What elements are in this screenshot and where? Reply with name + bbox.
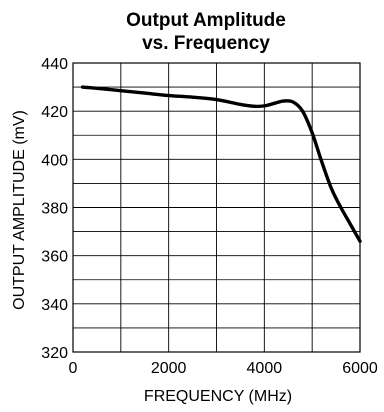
x-tick-labels: 0 2000 4000 6000 <box>69 360 378 377</box>
y-tick-label: 420 <box>41 104 68 121</box>
y-tick-label: 320 <box>41 345 68 362</box>
y-tick-labels: 320 340 360 380 400 420 440 <box>41 56 68 362</box>
y-tick-label: 380 <box>41 201 68 218</box>
x-axis-label: FREQUENCY (MHz) <box>144 388 292 405</box>
x-tick-label: 6000 <box>342 360 378 377</box>
y-tick-label: 440 <box>41 56 68 73</box>
plot-frame <box>72 62 361 353</box>
series-line-output-amplitude <box>80 85 362 243</box>
y-tick-label: 340 <box>41 297 68 314</box>
chart-title-line-2: vs. Frequency <box>142 33 270 54</box>
chart-title-line-1: Output Amplitude <box>126 10 286 31</box>
y-tick-label: 360 <box>41 249 68 266</box>
x-tick-label: 0 <box>69 360 78 377</box>
x-tick-label: 2000 <box>151 360 187 377</box>
y-tick-label: 400 <box>41 152 68 169</box>
major-grid <box>73 63 360 352</box>
y-axis-label: OUTPUT AMPLITUDE (mV) <box>11 110 28 310</box>
x-tick-label: 4000 <box>247 360 283 377</box>
